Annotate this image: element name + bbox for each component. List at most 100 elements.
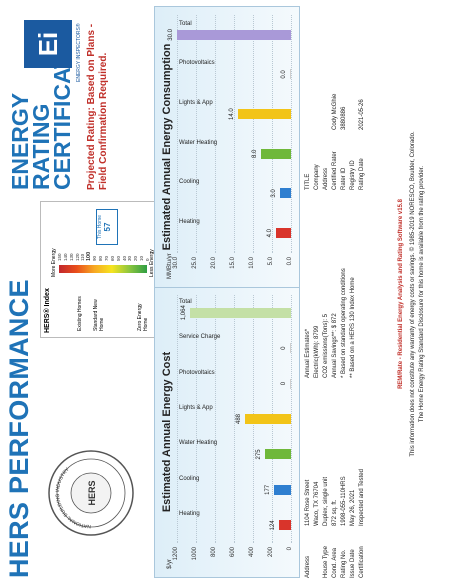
consumption-bar — [279, 188, 291, 199]
info-row: Cond. Area 872 sq. ft. — [331, 469, 340, 578]
hers-tick-label: 0 — [145, 258, 150, 261]
cost-category-label: Service Charge — [179, 334, 221, 341]
hers-tick-label: 150 — [57, 253, 62, 261]
info-row: Waco, TX 76704 — [313, 469, 322, 578]
cost-y-tick: 600 — [230, 547, 236, 558]
cost-category-label: Water Heating — [179, 440, 218, 447]
consumption-gridline — [215, 15, 216, 253]
consumption-bar-label: 30.0 — [168, 29, 174, 41]
consumption-gridline — [291, 15, 292, 253]
info-row: Rating Date 2021-05-26 — [358, 94, 367, 190]
info-key: Rating Date — [359, 158, 365, 190]
cost-bar-label: 124 — [270, 520, 277, 531]
info-value: 3880886 — [341, 106, 347, 130]
cost-y-tick: 200 — [268, 547, 274, 558]
disclaimer-line: This information does not constitute any… — [410, 131, 416, 457]
info-row: TITLE — [304, 94, 313, 190]
info-key: Address — [305, 555, 311, 578]
consumption-category-label: Heating — [179, 219, 200, 226]
hers-tick-label: 60 — [109, 255, 115, 261]
zero-energy-home-label: Zero Energy Home — [137, 303, 149, 331]
info-key: TITLE — [305, 173, 311, 190]
cost-bar — [189, 307, 291, 318]
info-row: Rater ID 3880886 — [340, 94, 349, 190]
info-row: House Type Duplex, single unit — [322, 469, 331, 578]
cost-bar-label: 488 — [235, 414, 242, 425]
consumption-y-tick: 5.0 — [268, 257, 274, 266]
ei-logo-caption: ENERGY INSPECTORS® — [76, 23, 82, 82]
hers-tick-label: 20 — [133, 255, 139, 261]
cost-chart: Estimated Annual Energy Cost 0 200 400 600 8… — [154, 286, 300, 578]
estimate-line: ** Based on a HERS 130 Index Home — [350, 277, 356, 378]
consumption-bar-label: 8.0 — [251, 149, 258, 159]
hers-tick-label: 120 — [74, 253, 80, 261]
info-key: Rater ID — [341, 167, 347, 190]
hers-tick-label: 140 — [62, 253, 68, 261]
estimate-line: Annual Savings**: $ 872 — [332, 313, 338, 378]
info-key: Registry ID — [350, 160, 356, 190]
cost-gridline — [291, 295, 292, 543]
hers-seal-icon: HERS NATIONAL BUILDING INDUSTRY — [48, 450, 134, 536]
cost-bar — [264, 449, 291, 460]
consumption-bar-label: 0.0 — [281, 70, 287, 79]
hers-tick-label: 110 — [80, 253, 86, 261]
info-value: 1104 Rose Street — [305, 479, 311, 526]
consumption-y-tick: 10.0 — [249, 257, 255, 269]
consumption-bar — [177, 29, 291, 40]
ei-logo: Ei — [24, 20, 72, 68]
hers-tick-label: 80 — [98, 255, 104, 261]
page-title: HERS PERFORMANCE — [4, 279, 34, 578]
cost-y-tick: 1200 — [173, 547, 179, 561]
info-key: Issue Date — [350, 549, 356, 578]
disclosure-line: The Home Energy Rating Standard Disclosu… — [419, 165, 425, 423]
consumption-category-label: Photovoltaics — [179, 60, 215, 67]
cost-y-tick: 1000 — [192, 547, 198, 561]
consumption-y-tick: 25.0 — [192, 257, 198, 269]
consumption-bar — [290, 69, 291, 80]
info-value: Duplex, single unit — [323, 476, 329, 526]
cost-unit: $/yr — [167, 558, 173, 569]
consumption-bar-label: 4.0 — [266, 229, 273, 238]
info-row: Address 1104 Rose Street — [304, 469, 313, 578]
info-value: Waco, TX 76704 — [314, 481, 320, 526]
software-line: REM/Rate - Residential Energy Analysis a… — [398, 199, 404, 389]
info-row: Address — [322, 94, 331, 190]
info-key: Cond. Area — [332, 547, 338, 578]
consumption-gridline — [177, 15, 178, 253]
cost-category-label: Heating — [179, 511, 200, 518]
info-row: Registry ID — [349, 94, 358, 190]
hers-tick-label: 70 — [103, 255, 109, 261]
standard-new-home-label: Standard New Home — [93, 299, 105, 331]
consumption-category-label: Water Heating — [179, 139, 218, 146]
annual-estimates: Annual Estimates* Electric(kWh): 8799 CO2 … — [304, 268, 358, 378]
cost-gridline — [177, 295, 178, 543]
consumption-bar-label: 3.0 — [270, 189, 277, 198]
info-row: Certified Rater Cody McGhie — [331, 94, 340, 190]
cost-bar — [290, 343, 291, 354]
consumption-y-tick: 15.0 — [230, 257, 236, 269]
projected-rating-text: Projected Rating: Based on Plans - Field… — [86, 23, 109, 190]
info-value: May 26, 2021 — [350, 489, 356, 526]
estimate-line: * Based on standard operating conditions — [341, 268, 347, 378]
hers-tick-label: 40 — [121, 255, 127, 261]
info-key: Rating No. — [341, 549, 347, 578]
consumption-category-label: Total — [179, 20, 192, 27]
info-value: 872 sq. ft. — [332, 499, 338, 526]
cost-category-label: Lights & App — [179, 405, 213, 411]
hers-color-bar — [59, 265, 147, 273]
consumption-chart: Estimated Annual Energy Consumption 0.0 5… — [154, 6, 300, 288]
estimate-line: Electric(kWh): 8799 — [314, 325, 320, 378]
info-key: Address — [323, 167, 329, 190]
estimate-line: Annual Estimates* — [305, 328, 311, 378]
cost-category-label: Photovoltaics — [179, 369, 215, 376]
cost-gridline — [196, 295, 197, 543]
cost-gridline — [215, 295, 216, 543]
cost-bar — [274, 484, 291, 495]
cost-y-tick: 400 — [249, 547, 255, 558]
cost-bar-label: 177 — [265, 484, 272, 495]
consumption-gridline — [234, 15, 235, 253]
info-value: 2021-05-26 — [359, 99, 365, 130]
info-key: Certification — [359, 546, 365, 578]
consumption-bar — [275, 228, 291, 239]
cost-chart-title: Estimated Annual Energy Cost — [161, 351, 173, 513]
